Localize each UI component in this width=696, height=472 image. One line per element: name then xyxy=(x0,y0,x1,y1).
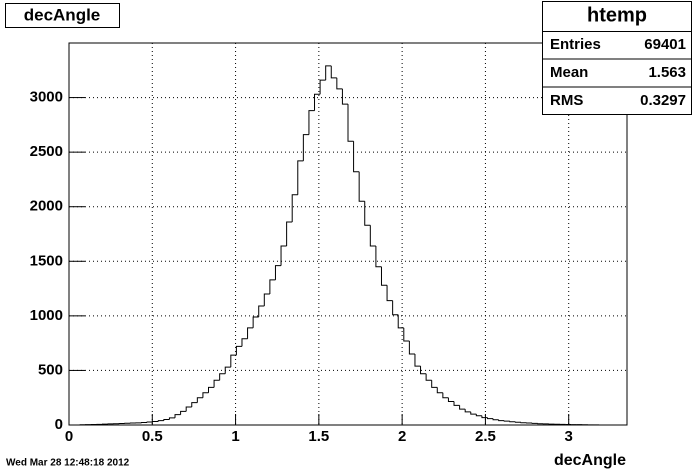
histogram-bin xyxy=(347,104,354,142)
histogram-bin xyxy=(420,366,427,375)
histogram-bin xyxy=(386,285,393,302)
histogram-bin xyxy=(202,392,209,398)
histogram-bin xyxy=(258,305,265,317)
histogram-bin xyxy=(442,392,449,399)
histogram-bin xyxy=(191,402,198,407)
histogram-bin xyxy=(269,279,276,295)
x-tick-label: 0.5 xyxy=(142,428,163,445)
histogram-bin xyxy=(263,293,270,307)
stats-value: 1.563 xyxy=(648,64,686,81)
y-tick-label: 1500 xyxy=(30,252,63,269)
histogram-bin xyxy=(408,340,415,355)
histogram-bin xyxy=(168,417,176,420)
x-tick-label: 3 xyxy=(565,428,573,445)
x-tick-label: 1.5 xyxy=(308,428,329,445)
y-tick-label: 2000 xyxy=(30,198,63,215)
histogram-bin xyxy=(509,421,516,423)
histogram-bin xyxy=(163,419,170,421)
histogram-bin xyxy=(492,418,499,421)
histogram-bin xyxy=(157,420,164,422)
stats-label: RMS xyxy=(550,92,583,109)
stats-label: Mean xyxy=(550,64,588,81)
histogram-bin xyxy=(459,405,466,410)
histogram-bin xyxy=(235,345,242,356)
histogram-bin xyxy=(297,160,304,195)
y-tick-label: 2500 xyxy=(30,143,63,160)
histogram-bin xyxy=(431,380,438,388)
histogram-bin xyxy=(341,88,348,105)
histogram-bin xyxy=(369,225,376,247)
histogram-bin xyxy=(336,77,343,90)
x-tick-label: 1 xyxy=(231,428,239,445)
histogram-bin xyxy=(470,411,477,415)
histogram-bin xyxy=(213,379,220,388)
histogram-bin xyxy=(291,194,298,222)
histogram-bin xyxy=(314,93,321,111)
histogram-bin xyxy=(392,300,399,316)
x-tick-label: 0 xyxy=(65,428,73,445)
plot-border xyxy=(68,42,628,426)
stats-value: 0.3297 xyxy=(640,92,686,109)
histogram-bin xyxy=(185,406,192,412)
histogram-bin xyxy=(397,314,404,329)
histogram-bin xyxy=(274,265,282,280)
chart-title: decAngle xyxy=(24,5,101,24)
histogram-bin xyxy=(241,338,248,347)
histogram-bin xyxy=(403,327,410,342)
histogram-bin xyxy=(180,410,187,415)
stats-value: 69401 xyxy=(644,36,686,53)
y-tick-label: 3000 xyxy=(30,89,63,106)
histogram-bin xyxy=(353,141,360,173)
histogram-bin xyxy=(330,65,337,79)
y-tick-label: 0 xyxy=(55,416,63,433)
histogram-bin xyxy=(481,415,488,419)
histogram-bin xyxy=(152,421,159,423)
histogram-bin xyxy=(380,266,388,286)
histogram-bin xyxy=(219,373,226,381)
histogram-bin xyxy=(302,134,309,161)
histogram-bin xyxy=(196,397,203,403)
histogram-bin xyxy=(464,409,471,413)
histogram-bin xyxy=(308,110,315,135)
histogram-bin xyxy=(208,386,215,393)
y-tick-label: 500 xyxy=(38,361,63,378)
x-tick-label: 2.5 xyxy=(475,428,496,445)
histogram-bin xyxy=(425,373,432,381)
histogram-bin xyxy=(498,419,505,422)
x-axis-label: decAngle xyxy=(554,452,626,469)
histogram-bin xyxy=(514,421,521,423)
histogram-bin xyxy=(436,387,443,394)
histogram-bin xyxy=(487,417,494,420)
y-tick-label: 1000 xyxy=(30,307,63,324)
histogram-bin xyxy=(230,354,237,368)
stats-label: Entries xyxy=(550,36,601,53)
histogram-bin xyxy=(325,65,332,81)
stats-frame xyxy=(542,1,692,115)
x-tick-label: 2 xyxy=(398,428,406,445)
histogram-bin xyxy=(174,414,181,418)
histogram-bin xyxy=(286,221,293,247)
histogram-bin xyxy=(247,327,254,339)
histogram-bin xyxy=(252,316,259,328)
histogram-bin xyxy=(475,414,482,417)
timestamp: Wed Mar 28 12:48:18 2012 xyxy=(6,458,130,469)
histogram-bin xyxy=(224,366,231,374)
histogram-bin xyxy=(375,246,382,268)
histogram-bin xyxy=(447,397,455,403)
stats-title: htemp xyxy=(587,4,647,26)
histogram-bin xyxy=(503,420,510,422)
histogram-bin xyxy=(358,171,365,202)
histogram-bin xyxy=(414,354,421,367)
histogram-bin xyxy=(453,401,460,406)
histogram-bin xyxy=(280,245,287,266)
title-box xyxy=(5,3,120,28)
stats-box: htemp Entries 69401 Mean 1.563 RMS 0.3297 xyxy=(542,1,692,115)
histogram-bin xyxy=(319,79,326,95)
histogram-bin xyxy=(364,201,371,226)
